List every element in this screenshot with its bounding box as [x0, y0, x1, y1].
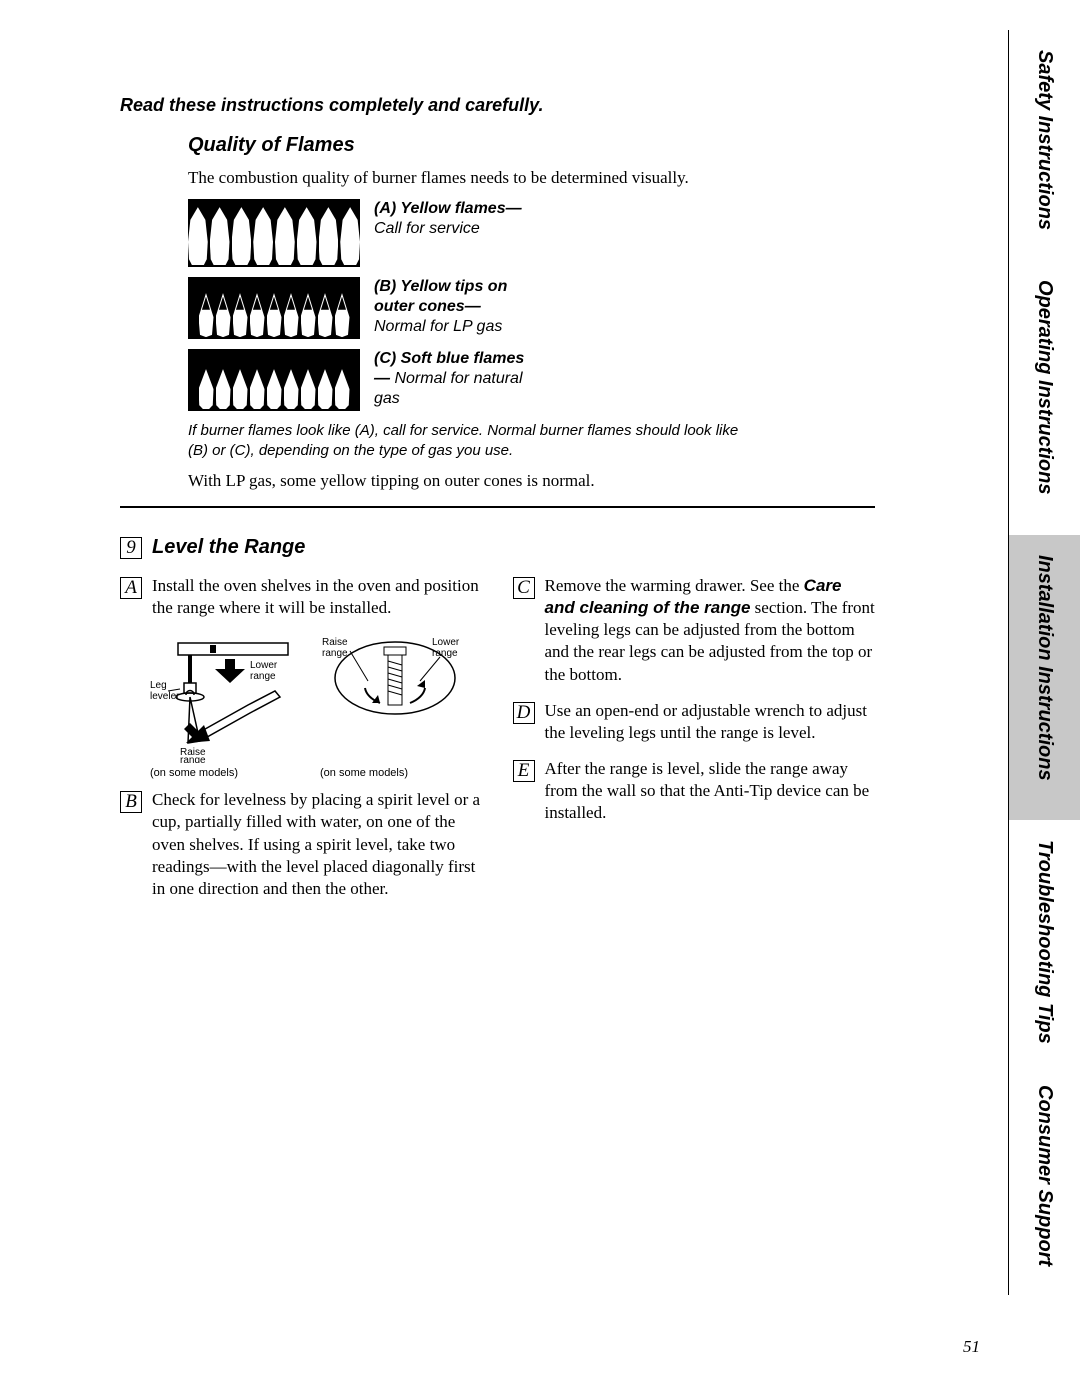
flame-label-c: (C) Soft blue flames— Normal for natural… [374, 349, 534, 409]
flame-row-b: (B) Yellow tips on outer cones— Normal f… [188, 277, 748, 339]
svg-text:leveler: leveler [150, 691, 180, 702]
step-a-row: A Install the oven shelves in the oven a… [120, 575, 483, 619]
flame-diagram-a [188, 199, 360, 267]
svg-text:Lower: Lower [250, 660, 278, 671]
illustration-row: Leg leveler Lower range Raise range (on … [150, 633, 483, 779]
flame-a-bold: (A) Yellow flames— [374, 200, 522, 217]
section-divider [120, 506, 875, 508]
quality-title: Quality of Flames [188, 134, 748, 157]
step-letter-c: C [513, 577, 535, 599]
left-column: A Install the oven shelves in the oven a… [120, 575, 483, 914]
step-letter-e: E [513, 760, 535, 782]
tab-installation[interactable]: Installation Instructions [1008, 535, 1080, 820]
step-letter-b: B [120, 791, 142, 813]
step-c-text: Remove the warming drawer. See the Care … [545, 575, 876, 685]
quality-intro: The combustion quality of burner flames … [188, 167, 748, 189]
illustration-wrench: Leg leveler Lower range Raise range (on … [150, 633, 300, 779]
svg-text:range: range [322, 648, 348, 659]
step-letter-a: A [120, 577, 142, 599]
illus-caption-1: (on some models) [150, 767, 300, 779]
flame-label-a: (A) Yellow flames— Call for service [374, 199, 534, 239]
step-e-text: After the range is level, slide the rang… [545, 758, 876, 824]
flame-row-a: (A) Yellow flames— Call for service [188, 199, 748, 267]
flame-diagram-c [188, 349, 360, 411]
svg-text:range: range [432, 648, 458, 659]
tab-installation-label: Installation Instructions [1033, 555, 1056, 781]
step-e-row: E After the range is level, slide the ra… [513, 758, 876, 824]
illustration-screw: Raise range Lower range (on some models) [320, 633, 470, 779]
svg-text:Lower: Lower [432, 637, 460, 648]
svg-text:Raise: Raise [322, 637, 348, 648]
section-9-title: Level the Range [152, 536, 305, 559]
side-tabs: Safety Instructions Operating Instructio… [1008, 30, 1080, 1295]
svg-text:range: range [180, 755, 206, 763]
illus-caption-2: (on some models) [320, 767, 470, 779]
step-number-9: 9 [120, 537, 142, 559]
tab-operating[interactable]: Operating Instructions [1008, 260, 1080, 535]
step-d-text: Use an open-end or adjustable wrench to … [545, 700, 876, 744]
step-c-row: C Remove the warming drawer. See the Car… [513, 575, 876, 685]
tab-operating-label: Operating Instructions [1033, 280, 1056, 494]
flame-row-c: (C) Soft blue flames— Normal for natural… [188, 349, 748, 411]
quality-of-flames-section: Quality of Flames The combustion quality… [188, 134, 748, 508]
step-b-text: Check for levelness by placing a spirit … [152, 789, 483, 899]
step-d-row: D Use an open-end or adjustable wrench t… [513, 700, 876, 744]
step-b-row: B Check for levelness by placing a spiri… [120, 789, 483, 899]
header-instruction: Read these instructions completely and c… [120, 95, 875, 116]
svg-text:range: range [250, 671, 276, 682]
right-column: C Remove the warming drawer. See the Car… [513, 575, 876, 914]
page-number: 51 [963, 1337, 980, 1357]
flame-c-normal: Normal for natural gas [374, 370, 523, 407]
tab-troubleshooting[interactable]: Troubleshooting Tips [1008, 820, 1080, 1065]
flame-b-normal: Normal for LP gas [374, 318, 502, 335]
tab-safety-label: Safety Instructions [1033, 50, 1056, 230]
tab-consumer-label: Consumer Support [1033, 1085, 1056, 1266]
svg-text:Leg: Leg [150, 680, 167, 691]
section-9: 9 Level the Range A Install the oven she… [120, 536, 875, 914]
quality-note: If burner flames look like (A), call for… [188, 421, 748, 460]
flame-label-b: (B) Yellow tips on outer cones— Normal f… [374, 277, 534, 337]
step-a-text: Install the oven shelves in the oven and… [152, 575, 483, 619]
flame-b-bold: (B) Yellow tips on outer cones— [374, 278, 507, 315]
step-c-pre: Remove the warming drawer. See the [545, 576, 804, 595]
quality-closing: With LP gas, some yellow tipping on oute… [188, 470, 748, 492]
tab-safety[interactable]: Safety Instructions [1008, 30, 1080, 260]
tab-troubleshooting-label: Troubleshooting Tips [1033, 840, 1056, 1044]
section-9-heading: 9 Level the Range [120, 536, 875, 559]
flame-a-normal: Call for service [374, 220, 480, 237]
flame-diagram-b [188, 277, 360, 339]
step-letter-d: D [513, 702, 535, 724]
tab-consumer[interactable]: Consumer Support [1008, 1065, 1080, 1295]
